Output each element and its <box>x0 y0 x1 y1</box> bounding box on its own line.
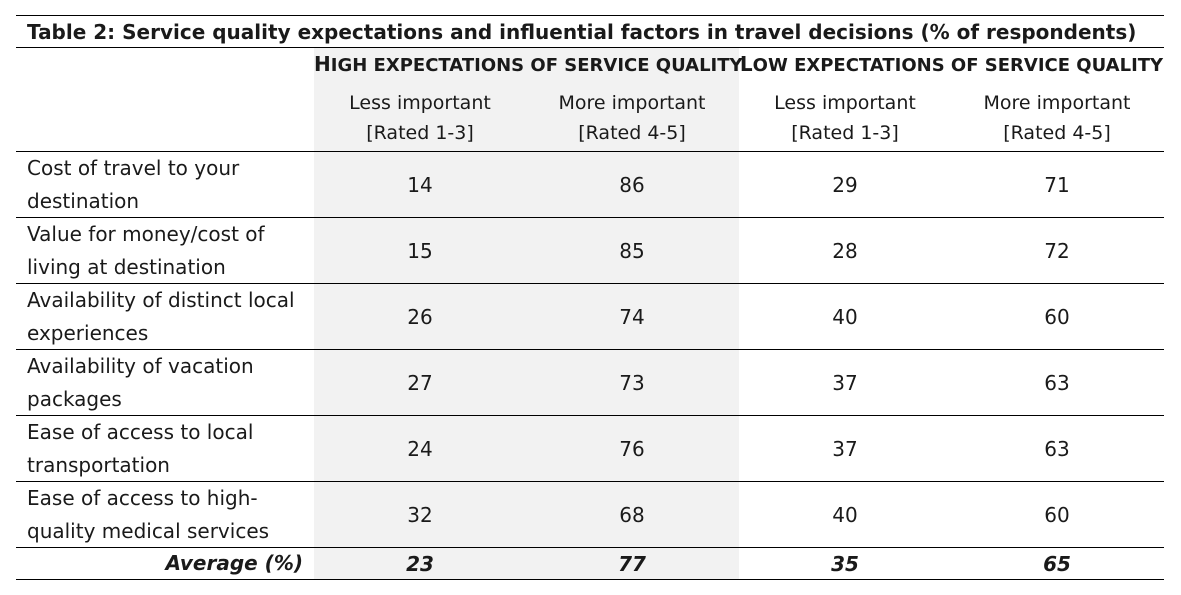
subheader-line1: Less important <box>349 92 491 114</box>
cell-low-more: 60 <box>1044 304 1070 329</box>
cell-high-less: 32 <box>407 502 433 527</box>
table-row: Availability of vacation packages 27 73 … <box>16 350 1164 416</box>
cell-high-more: 76 <box>619 436 645 461</box>
row-label: Value for money/cost of living at destin… <box>27 221 265 279</box>
average-low-less: 35 <box>831 551 859 576</box>
cell-high-less: 14 <box>407 172 433 197</box>
header-row: HIGH EXPECTATIONS OF SERVICE QUALITY LOW… <box>16 48 1164 152</box>
shaded-column-band <box>314 350 739 415</box>
group-header-high-initial: H <box>314 52 331 76</box>
subheader-line2: [Rated 1-3] <box>791 122 899 144</box>
average-high-more: 77 <box>618 551 646 576</box>
subheader-high-more: More important [Rated 4-5] <box>526 88 738 148</box>
table-row: Ease of access to local transportation 2… <box>16 416 1164 482</box>
row-label: Cost of travel to your destination <box>27 155 240 213</box>
cell-low-less: 29 <box>832 172 858 197</box>
average-row: Average (%) 23 77 35 65 <box>16 548 1164 580</box>
subheader-line1: More important <box>558 92 706 114</box>
cell-low-more: 63 <box>1044 436 1070 461</box>
cell-high-less: 24 <box>407 436 433 461</box>
subheader-high-less: Less important [Rated 1-3] <box>314 88 526 148</box>
group-header-low: LOW EXPECTATIONS OF SERVICE QUALITY <box>739 52 1164 76</box>
cell-high-less: 15 <box>407 238 433 263</box>
shaded-column-band <box>314 416 739 481</box>
shaded-column-band <box>314 548 739 579</box>
shaded-column-band <box>314 482 739 547</box>
subheader-line2: [Rated 1-3] <box>366 122 474 144</box>
cell-low-less: 28 <box>832 238 858 263</box>
row-label: Ease of access to high-quality medical s… <box>27 485 270 543</box>
average-high-less: 23 <box>406 551 434 576</box>
table-row: Value for money/cost of living at destin… <box>16 218 1164 284</box>
cell-low-less: 37 <box>832 436 858 461</box>
cell-high-more: 74 <box>619 304 645 329</box>
cell-high-more: 73 <box>619 370 645 395</box>
cell-low-less: 37 <box>832 370 858 395</box>
cell-low-more: 72 <box>1044 238 1070 263</box>
group-header-low-text: OW EXPECTATIONS OF SERVICE QUALITY <box>752 55 1164 76</box>
cell-low-more: 71 <box>1044 172 1070 197</box>
average-label: Average (%) <box>165 551 303 575</box>
group-header-low-initial: L <box>739 52 753 76</box>
row-label: Ease of access to local transportation <box>27 419 254 477</box>
cell-high-less: 26 <box>407 304 433 329</box>
subheader-line1: Less important <box>774 92 916 114</box>
group-header-high: HIGH EXPECTATIONS OF SERVICE QUALITY <box>314 52 743 76</box>
cell-high-more: 85 <box>619 238 645 263</box>
subheader-line1: More important <box>983 92 1131 114</box>
group-header-high-text: IGH EXPECTATIONS OF SERVICE QUALITY <box>330 55 743 76</box>
shaded-column-band <box>314 152 739 217</box>
cell-high-more: 68 <box>619 502 645 527</box>
cell-high-less: 27 <box>407 370 433 395</box>
cell-low-less: 40 <box>832 304 858 329</box>
cell-low-more: 63 <box>1044 370 1070 395</box>
table-row: Ease of access to high-quality medical s… <box>16 482 1164 548</box>
shaded-column-band <box>314 284 739 349</box>
cell-low-more: 60 <box>1044 502 1070 527</box>
data-table: Table 2: Service quality expectations an… <box>16 15 1164 580</box>
row-label: Availability of distinct local experienc… <box>27 287 295 345</box>
shaded-column-band <box>314 48 739 151</box>
row-label: Availability of vacation packages <box>27 353 254 411</box>
cell-low-less: 40 <box>832 502 858 527</box>
table-row: Availability of distinct local experienc… <box>16 284 1164 350</box>
subheader-line2: [Rated 4-5] <box>1003 122 1111 144</box>
average-low-more: 65 <box>1043 551 1071 576</box>
cell-high-more: 86 <box>619 172 645 197</box>
subheader-low-less: Less important [Rated 1-3] <box>739 88 951 148</box>
shaded-column-band <box>314 218 739 283</box>
subheader-line2: [Rated 4-5] <box>578 122 686 144</box>
subheader-low-more: More important [Rated 4-5] <box>951 88 1163 148</box>
table-row: Cost of travel to your destination 14 86… <box>16 152 1164 218</box>
table-title: Table 2: Service quality expectations an… <box>16 15 1164 48</box>
